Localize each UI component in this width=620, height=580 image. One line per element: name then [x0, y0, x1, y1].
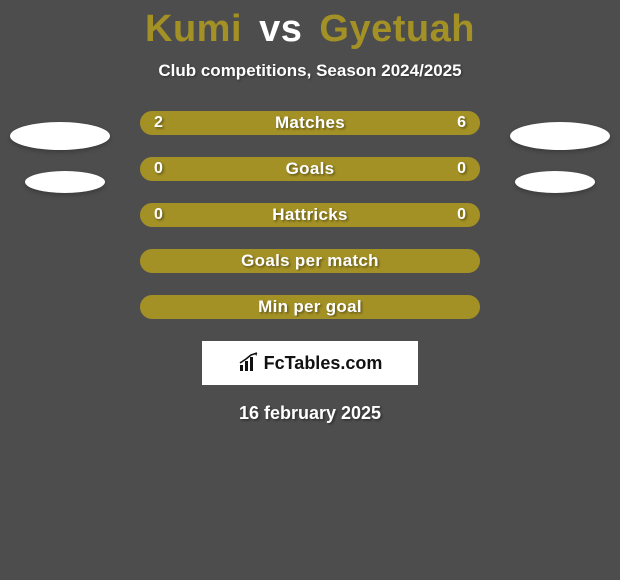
- stat-value-player1: 0: [154, 159, 163, 179]
- stat-row: Goals0 0: [140, 157, 480, 181]
- stat-label: Min per goal: [142, 297, 478, 317]
- page-title: Kumi vs Gyetuah: [0, 0, 620, 51]
- title-player1: Kumi: [145, 8, 242, 50]
- stat-value-player1: 0: [154, 205, 163, 225]
- title-separator: vs: [259, 8, 302, 50]
- title-player2: Gyetuah: [319, 8, 475, 50]
- stat-label: Matches: [142, 113, 478, 133]
- stat-value-player2: 0: [457, 159, 466, 179]
- stat-row: Matches2 6: [140, 111, 480, 135]
- stats-rows: Matches26Goals00Hattricks00Goals per mat…: [70, 111, 550, 319]
- stat-value-player1: 2: [154, 113, 163, 133]
- subtitle: Club competitions, Season 2024/2025: [0, 61, 620, 81]
- stat-row: Goals per match: [140, 249, 480, 273]
- stat-value-player2: 6: [457, 113, 466, 133]
- chart-icon: [238, 352, 260, 374]
- stat-label: Goals per match: [142, 251, 478, 271]
- stat-row: Hattricks0 0: [140, 203, 480, 227]
- stat-label: Hattricks: [142, 205, 478, 225]
- branding-text: FcTables.com: [264, 353, 383, 374]
- date-label: 16 february 2025: [0, 403, 620, 424]
- stat-label: Goals: [142, 159, 478, 179]
- stat-row: Min per goal: [140, 295, 480, 319]
- comparison-card: Kumi vs Gyetuah Club competitions, Seaso…: [0, 0, 620, 580]
- branding-badge[interactable]: FcTables.com: [202, 341, 418, 385]
- stat-value-player2: 0: [457, 205, 466, 225]
